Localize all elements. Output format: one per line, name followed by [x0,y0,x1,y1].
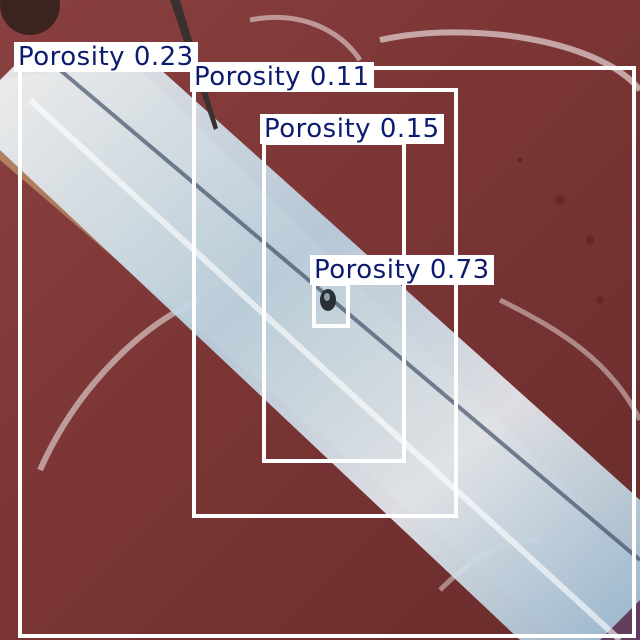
detection-label: Porosity 0.23 [14,42,198,72]
chalk-mark [379,29,640,92]
detection-class: Porosity [314,255,422,285]
chalk-mark [498,297,640,422]
detection-class: Porosity [194,62,302,92]
detection-class: Porosity [18,42,126,72]
chalk-mark [249,14,363,62]
weld-bead [0,60,640,640]
detection-label: Porosity 0.73 [310,255,494,285]
rust-speck [555,195,565,205]
weld-seam-line [27,97,623,640]
rust-speck [586,236,594,244]
rust-speck [517,157,523,163]
detection-confidence: 0.73 [429,255,490,285]
porosity-defect-highlight [324,293,330,301]
detection-confidence: 0.15 [379,114,440,144]
rust-speck [596,296,604,304]
detection-class: Porosity [264,114,372,144]
detection-confidence: 0.11 [309,62,370,92]
detection-confidence: 0.23 [133,42,194,72]
weld-seam-line [58,68,640,562]
detection-label: Porosity 0.11 [190,62,374,92]
detection-box-porosity [312,282,350,328]
probe-handle [0,0,60,35]
detection-label: Porosity 0.15 [260,114,444,144]
